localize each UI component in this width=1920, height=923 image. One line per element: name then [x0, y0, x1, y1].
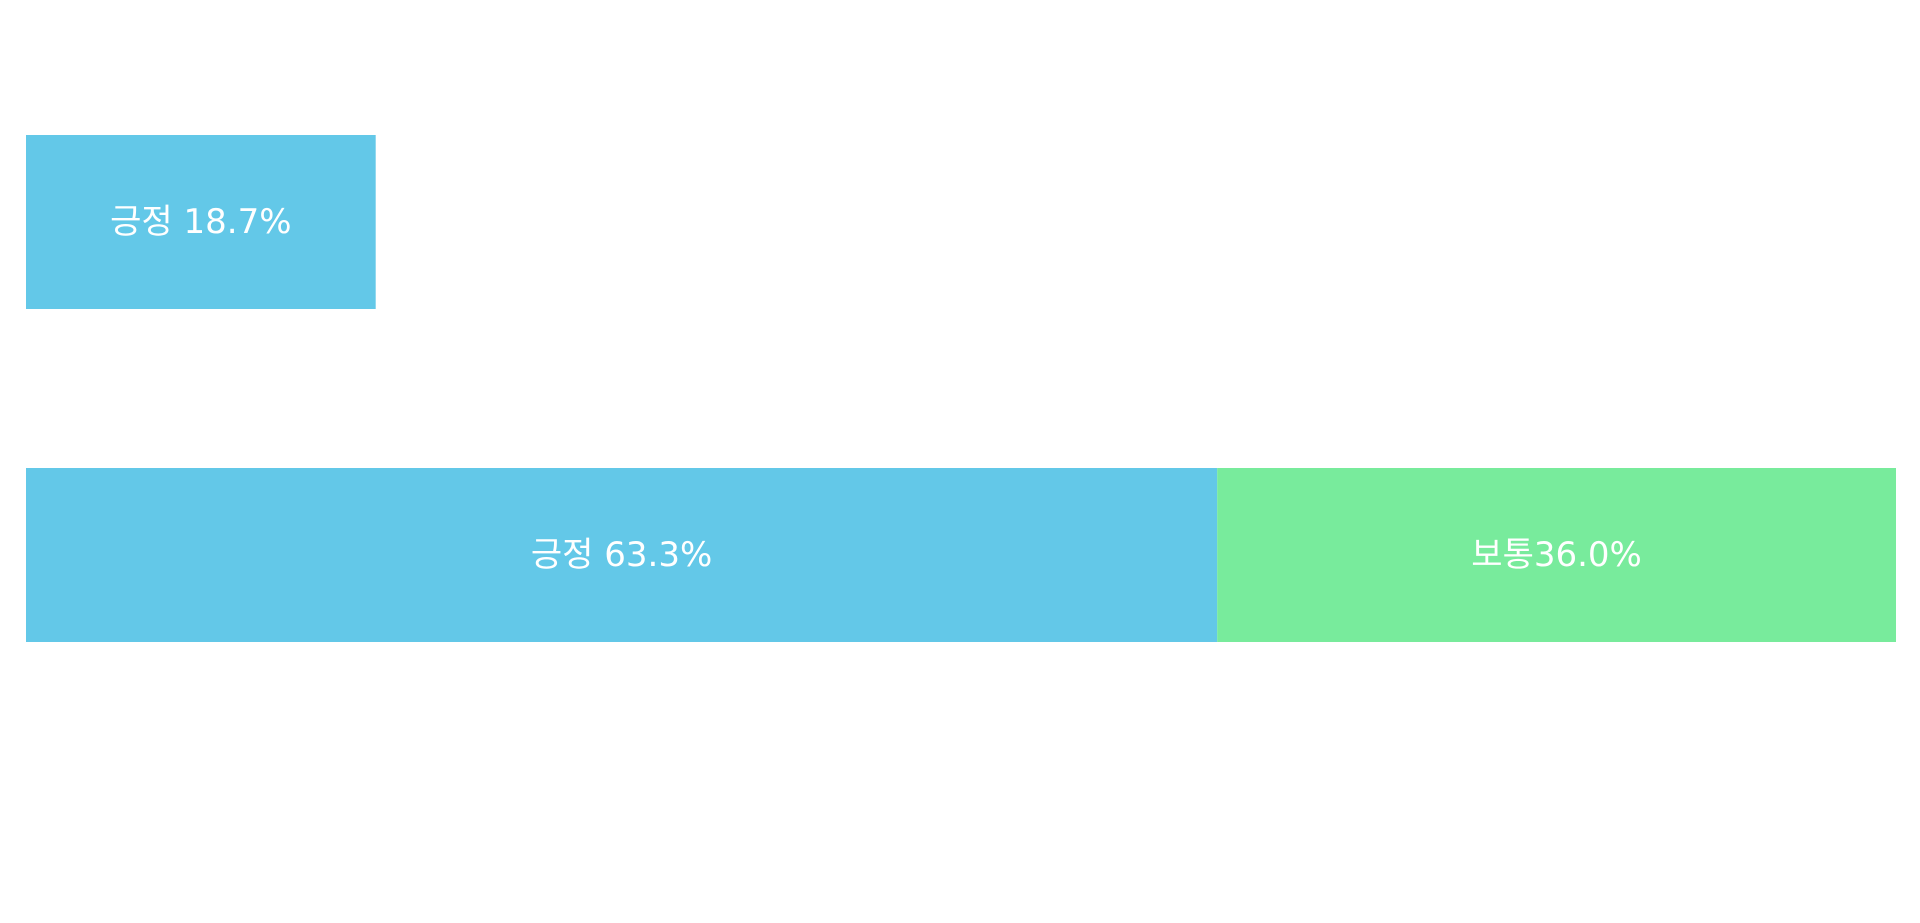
bar-segment-row2-2	[1217, 468, 1896, 642]
bar-label-row2-2: 보통36.0%	[1471, 535, 1642, 575]
bar-segment-row2-1	[26, 468, 1218, 642]
bar-label-row1-1: 긍정 18.7%	[110, 202, 291, 242]
bar-segment-row1-1	[26, 135, 376, 309]
bar-label-row2-1: 긍정 63.3%	[531, 535, 712, 575]
